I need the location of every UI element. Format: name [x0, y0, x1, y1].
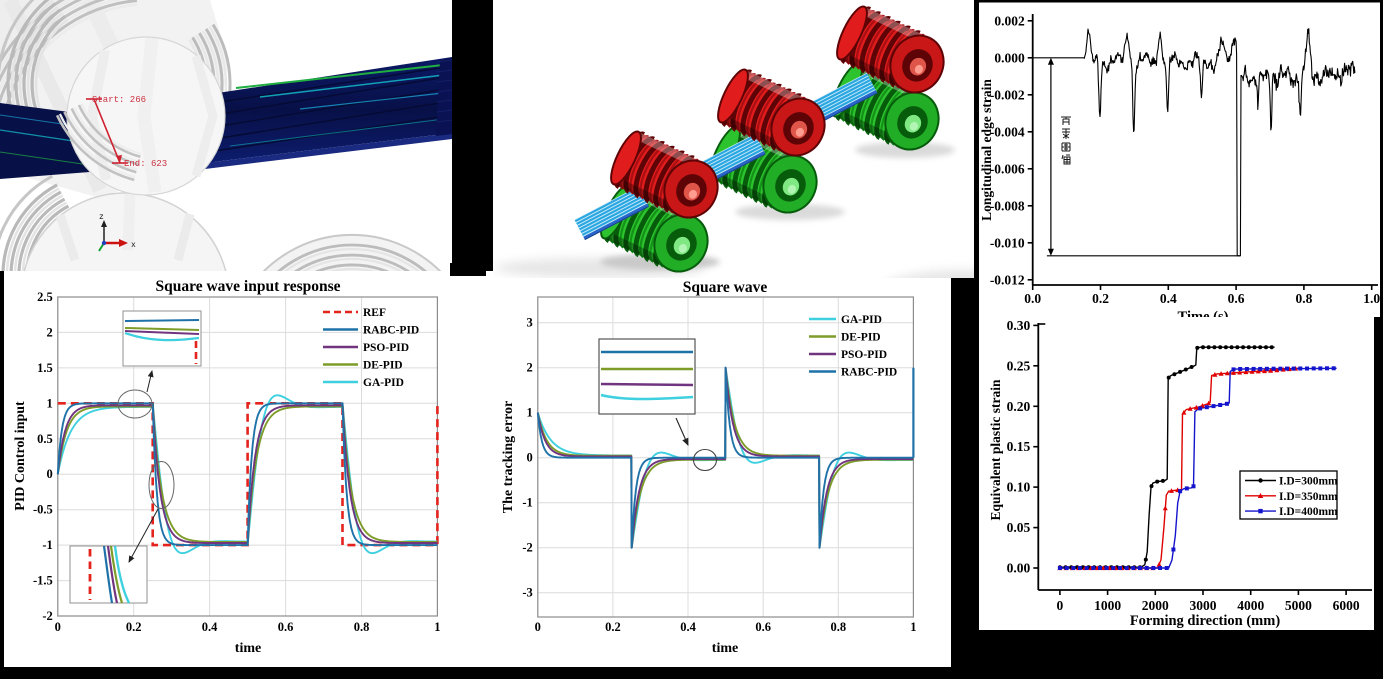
svg-text:0.15: 0.15 — [1007, 439, 1031, 454]
svg-text:Forming direction (mm): Forming direction (mm) — [1130, 613, 1281, 629]
svg-text:0.8: 0.8 — [354, 620, 370, 634]
svg-text:0.5: 0.5 — [37, 432, 53, 446]
svg-text:RABC-PID: RABC-PID — [841, 367, 897, 379]
svg-text:0.2: 0.2 — [605, 620, 621, 634]
svg-text:0.4: 0.4 — [680, 620, 696, 634]
svg-text:-0.008: -0.008 — [990, 198, 1025, 213]
svg-text:0: 0 — [55, 620, 61, 634]
svg-text:Longitudinal edge strain: Longitudinal edge strain — [979, 79, 994, 221]
svg-text:-3: -3 — [522, 586, 532, 600]
svg-text:1000: 1000 — [1094, 598, 1121, 613]
svg-text:0.05: 0.05 — [1007, 520, 1031, 535]
svg-text:x: x — [131, 241, 136, 250]
svg-text:Square wave input response: Square wave input response — [155, 278, 340, 295]
svg-text:0: 0 — [47, 467, 53, 481]
svg-text:0.00: 0.00 — [1007, 561, 1031, 576]
svg-text:-0.002: -0.002 — [990, 87, 1025, 102]
svg-text:Start: 266: Start: 266 — [92, 95, 146, 105]
svg-text:DE-PID: DE-PID — [841, 332, 881, 344]
svg-text:End: 623: End: 623 — [124, 159, 167, 169]
svg-text:0.0: 0.0 — [1024, 291, 1041, 306]
svg-text:1: 1 — [527, 406, 533, 420]
svg-text:-0.006: -0.006 — [990, 161, 1025, 176]
svg-text:2.5: 2.5 — [37, 290, 53, 304]
svg-text:0.25: 0.25 — [1007, 358, 1031, 373]
svg-text:3000: 3000 — [1190, 598, 1217, 613]
svg-text:time: time — [712, 641, 738, 656]
svg-text:PSO-PID: PSO-PID — [841, 349, 887, 361]
svg-text:0.8: 0.8 — [1295, 291, 1312, 306]
svg-text:-0.004: -0.004 — [990, 124, 1025, 139]
svg-text:-2: -2 — [42, 609, 52, 623]
svg-text:The tracking error: The tracking error — [501, 401, 516, 514]
svg-text:0.8: 0.8 — [830, 620, 846, 634]
svg-text:0.2: 0.2 — [126, 620, 142, 634]
svg-text:0: 0 — [527, 451, 533, 465]
svg-text:1.5: 1.5 — [37, 361, 53, 375]
svg-text:0.2: 0.2 — [1092, 291, 1109, 306]
svg-text:0: 0 — [1057, 598, 1064, 613]
svg-text:REF: REF — [363, 307, 386, 319]
svg-text:I.D=350mm: I.D=350mm — [1279, 491, 1338, 503]
svg-text:-0.012: -0.012 — [990, 272, 1025, 287]
svg-text:PSO-PID: PSO-PID — [363, 342, 409, 354]
svg-text:DE-PID: DE-PID — [363, 360, 403, 372]
svg-text:1: 1 — [47, 396, 53, 410]
svg-text:1: 1 — [910, 620, 916, 634]
svg-text:2000: 2000 — [1142, 598, 1169, 613]
svg-text:3: 3 — [527, 316, 533, 330]
svg-text:RABC-PID: RABC-PID — [363, 325, 419, 337]
svg-text:0.30: 0.30 — [1007, 318, 1031, 333]
svg-text:0.000: 0.000 — [994, 50, 1025, 65]
svg-text:-1.5: -1.5 — [33, 574, 53, 588]
svg-text:0: 0 — [535, 620, 541, 634]
svg-text:1.0: 1.0 — [1363, 291, 1380, 306]
svg-text:-1: -1 — [42, 538, 52, 552]
svg-text:0.20: 0.20 — [1007, 399, 1031, 414]
svg-text:1: 1 — [434, 620, 440, 634]
svg-text:4000: 4000 — [1237, 598, 1264, 613]
svg-text:Square wave: Square wave — [683, 279, 768, 296]
svg-text:6000: 6000 — [1333, 598, 1360, 613]
svg-text:2: 2 — [47, 325, 53, 339]
svg-text:0.6: 0.6 — [755, 620, 771, 634]
svg-text:0.6: 0.6 — [1228, 291, 1245, 306]
svg-text:2: 2 — [527, 361, 533, 375]
svg-text:5000: 5000 — [1285, 598, 1312, 613]
svg-text:0.10: 0.10 — [1007, 480, 1031, 495]
svg-text:Equivalent plastic strain: Equivalent plastic strain — [988, 379, 1003, 521]
svg-text:0.4: 0.4 — [202, 620, 218, 634]
svg-text:0.002: 0.002 — [994, 13, 1025, 28]
svg-text:GA-PID: GA-PID — [363, 377, 404, 389]
svg-text:z: z — [99, 213, 104, 222]
svg-text:-2: -2 — [522, 541, 532, 555]
svg-text:-0.5: -0.5 — [33, 503, 53, 517]
svg-text:I.D=400mm: I.D=400mm — [1279, 506, 1338, 518]
svg-text:GA-PID: GA-PID — [841, 314, 882, 326]
svg-text:0.4: 0.4 — [1160, 291, 1177, 306]
svg-text:0.6: 0.6 — [278, 620, 294, 634]
svg-text:-0.010: -0.010 — [990, 235, 1025, 250]
svg-text:-1: -1 — [522, 496, 532, 510]
svg-text:PID Control input: PID Control input — [13, 401, 28, 511]
svg-text:time: time — [235, 641, 261, 656]
svg-text:I.D=300mm: I.D=300mm — [1279, 476, 1338, 488]
